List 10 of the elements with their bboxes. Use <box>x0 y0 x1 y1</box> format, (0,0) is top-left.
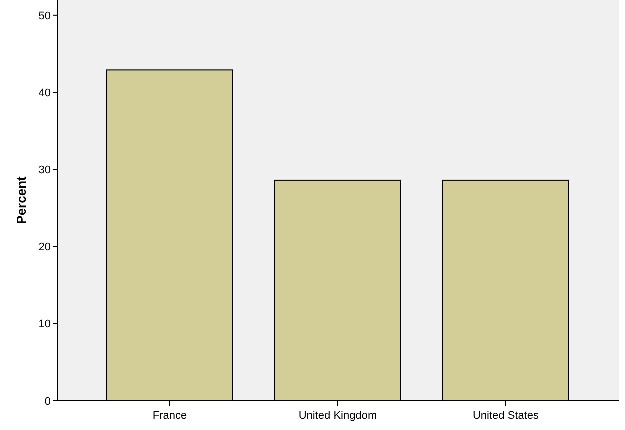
y-tick-label: 10 <box>38 318 51 331</box>
x-tick-label: France <box>152 410 188 422</box>
y-tick-label: 30 <box>38 164 51 177</box>
x-tick-label: United Kingdom <box>298 410 378 422</box>
y-tick-label: 40 <box>38 87 51 100</box>
y-tick-label: 50 <box>38 10 51 22</box>
y-tick-label: 20 <box>38 242 51 254</box>
y-axis-title: Percent <box>14 176 29 224</box>
y-tick-label: 0 <box>44 396 51 408</box>
x-tick-label: United States <box>472 410 540 422</box>
